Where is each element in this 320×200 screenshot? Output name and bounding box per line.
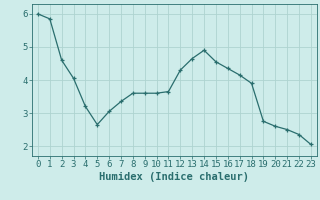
X-axis label: Humidex (Indice chaleur): Humidex (Indice chaleur) xyxy=(100,172,249,182)
